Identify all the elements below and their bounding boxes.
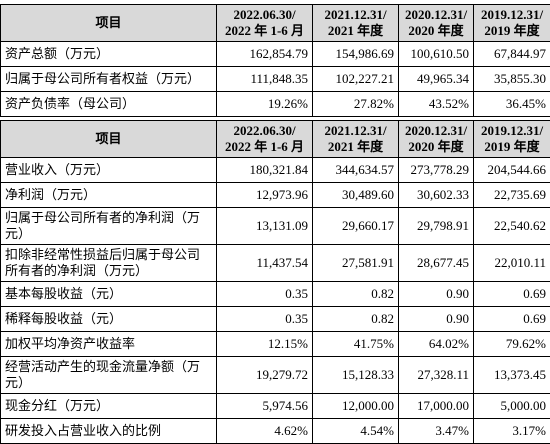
header-cell: 2020.12.31/ 2020 年度: [398, 4, 474, 42]
row-label: 资产负债率（母公司）: [0, 91, 217, 117]
value-cell: 0.82: [312, 306, 399, 332]
value-cell: 273,778.29: [398, 157, 474, 183]
row-label: 基本每股收益（元）: [0, 281, 217, 307]
row-label: 营业收入（万元）: [0, 157, 217, 183]
table-row: 研发投入占营业收入的比例 4.62% 4.54% 3.47% 3.17%: [0, 418, 550, 444]
value-cell: 29,660.17: [312, 207, 399, 245]
value-cell: 5,974.56: [216, 393, 313, 419]
header-cell: 2022.06.30/ 2022 年 1-6 月: [216, 120, 313, 158]
value-cell: 64.02%: [398, 331, 474, 357]
value-cell: 100,610.50: [398, 41, 474, 67]
value-cell: 102,227.21: [312, 66, 399, 92]
value-cell: 30,602.33: [398, 182, 474, 208]
value-cell: 67,844.97: [473, 41, 550, 67]
value-cell: 0.69: [473, 281, 550, 307]
value-cell: 154,986.69: [312, 41, 399, 67]
value-cell: 22,540.62: [473, 207, 550, 245]
row-label: 经营活动产生的现金流量净额（万元）: [0, 356, 217, 394]
table-row: 现金分红（万元） 5,974.56 12,000.00 17,000.00 5,000.…: [0, 393, 550, 419]
value-cell: 27,581.91: [312, 244, 399, 282]
value-cell: 22,010.11: [473, 244, 550, 282]
table-row: 营业收入（万元） 180,321.84 344,634.57 273,778.29 20…: [0, 157, 550, 183]
value-cell: 4.62%: [216, 418, 313, 444]
value-cell: 3.47%: [398, 418, 474, 444]
value-cell: 29,798.91: [398, 207, 474, 245]
row-label: 现金分红（万元）: [0, 393, 217, 419]
value-cell: 43.52%: [398, 91, 474, 117]
value-cell: 22,735.69: [473, 182, 550, 208]
value-cell: 3.17%: [473, 418, 550, 444]
row-label: 资产总额（万元）: [0, 41, 217, 67]
value-cell: 12,973.96: [216, 182, 313, 208]
row-label: 加权平均净资产收益率: [0, 331, 217, 357]
header-cell: 项目: [0, 4, 217, 42]
value-cell: 12.15%: [216, 331, 313, 357]
value-cell: 204,544.66: [473, 157, 550, 183]
value-cell: 162,854.79: [216, 41, 313, 67]
value-cell: 13,373.45: [473, 356, 550, 394]
value-cell: 36.45%: [473, 91, 550, 117]
header-cell: 2021.12.31/ 2021 年度: [312, 120, 399, 158]
data-table: 项目 2022.06.30/ 2022 年 1-6 月 2021.12.31/ 20…: [0, 120, 550, 444]
value-cell: 79.62%: [473, 331, 550, 357]
table-row: 经营活动产生的现金流量净额（万元） 19,279.72 15,128.33 27,32…: [0, 356, 550, 394]
value-cell: 0.90: [398, 306, 474, 332]
value-cell: 0.90: [398, 281, 474, 307]
row-label: 稀释每股收益（元）: [0, 306, 217, 332]
value-cell: 28,677.45: [398, 244, 474, 282]
header-cell: 2021.12.31/ 2021 年度: [312, 4, 399, 42]
value-cell: 30,489.60: [312, 182, 399, 208]
value-cell: 35,855.30: [473, 66, 550, 92]
value-cell: 5,000.00: [473, 393, 550, 419]
value-cell: 0.35: [216, 306, 313, 332]
value-cell: 19.26%: [216, 91, 313, 117]
table-row: 稀释每股收益（元） 0.35 0.82 0.90 0.69: [0, 306, 550, 332]
table-row: 归属于母公司所有者的净利润（万元） 13,131.09 29,660.17 29,79…: [0, 207, 550, 245]
header-row: 项目 2022.06.30/ 2022 年 1-6 月 2021.12.31/ 20…: [0, 120, 550, 158]
value-cell: 15,128.33: [312, 356, 399, 394]
value-cell: 17,000.00: [398, 393, 474, 419]
row-label: 研发投入占营业收入的比例: [0, 418, 217, 444]
row-label: 归属于母公司所有者的净利润（万元）: [0, 207, 217, 245]
value-cell: 19,279.72: [216, 356, 313, 394]
value-cell: 344,634.57: [312, 157, 399, 183]
value-cell: 49,965.34: [398, 66, 474, 92]
data-table: 项目 2022.06.30/ 2022 年 1-6 月 2021.12.31/ 20…: [0, 4, 550, 117]
header-cell: 2022.06.30/ 2022 年 1-6 月: [216, 4, 313, 42]
value-cell: 111,848.35: [216, 66, 313, 92]
table-row: 归属于母公司所有者权益（万元） 111,848.35 102,227.21 49,96…: [0, 66, 550, 92]
header-cell: 2019.12.31/ 2019 年度: [473, 120, 550, 158]
value-cell: 41.75%: [312, 331, 399, 357]
table-row: 扣除非经常性损益后归属于母公司所有者的净利润（万元） 11,437.54 27,58…: [0, 244, 550, 282]
row-label: 扣除非经常性损益后归属于母公司所有者的净利润（万元）: [0, 244, 217, 282]
table-row: 基本每股收益（元） 0.35 0.82 0.90 0.69: [0, 281, 550, 307]
value-cell: 4.54%: [312, 418, 399, 444]
value-cell: 0.82: [312, 281, 399, 307]
table-row: 加权平均净资产收益率 12.15% 41.75% 64.02% 79.62%: [0, 331, 550, 357]
value-cell: 11,437.54: [216, 244, 313, 282]
value-cell: 0.35: [216, 281, 313, 307]
header-cell: 2019.12.31/ 2019 年度: [473, 4, 550, 42]
table-row: 资产总额（万元） 162,854.79 154,986.69 100,610.50 67…: [0, 41, 550, 67]
header-cell: 项目: [0, 120, 217, 158]
row-label: 归属于母公司所有者权益（万元）: [0, 66, 217, 92]
value-cell: 0.69: [473, 306, 550, 332]
value-cell: 27,328.11: [398, 356, 474, 394]
value-cell: 12,000.00: [312, 393, 399, 419]
value-cell: 27.82%: [312, 91, 399, 117]
header-cell: 2020.12.31/ 2020 年度: [398, 120, 474, 158]
table-row: 资产负债率（母公司） 19.26% 27.82% 43.52% 36.45%: [0, 91, 550, 117]
header-row: 项目 2022.06.30/ 2022 年 1-6 月 2021.12.31/ 20…: [0, 4, 550, 42]
value-cell: 180,321.84: [216, 157, 313, 183]
row-label: 净利润（万元）: [0, 182, 217, 208]
value-cell: 13,131.09: [216, 207, 313, 245]
table-row: 净利润（万元） 12,973.96 30,489.60 30,602.33 22,735…: [0, 182, 550, 208]
